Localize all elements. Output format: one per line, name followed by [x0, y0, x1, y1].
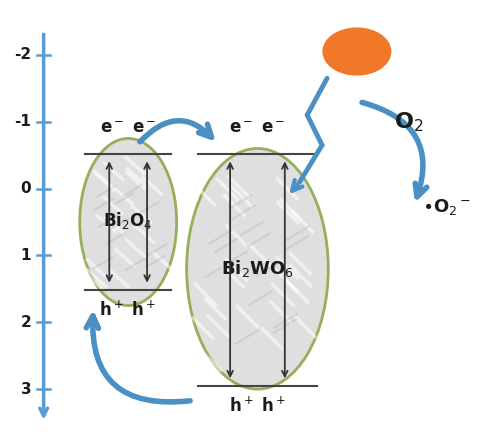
Text: -2: -2: [14, 48, 31, 62]
Ellipse shape: [80, 139, 176, 305]
Text: 2: 2: [20, 315, 31, 330]
Text: Bi$_2$WO$_6$: Bi$_2$WO$_6$: [221, 258, 294, 279]
Text: 0: 0: [20, 181, 31, 196]
Text: Bi$_2$O$_4$: Bi$_2$O$_4$: [104, 210, 153, 231]
Text: e$^-$ e$^-$: e$^-$ e$^-$: [230, 119, 285, 137]
Text: O$_2$: O$_2$: [394, 110, 424, 134]
Text: e$^-$ e$^-$: e$^-$ e$^-$: [100, 119, 156, 137]
Text: 1: 1: [20, 248, 31, 263]
Text: h$^+$ h$^+$: h$^+$ h$^+$: [100, 301, 157, 320]
Text: $\bullet$O$_2$$^-$: $\bullet$O$_2$$^-$: [422, 197, 470, 217]
Text: 3: 3: [20, 382, 31, 396]
Text: -1: -1: [14, 114, 31, 129]
Text: h$^+$ h$^+$: h$^+$ h$^+$: [229, 396, 286, 416]
Ellipse shape: [186, 148, 328, 389]
Ellipse shape: [323, 28, 390, 75]
